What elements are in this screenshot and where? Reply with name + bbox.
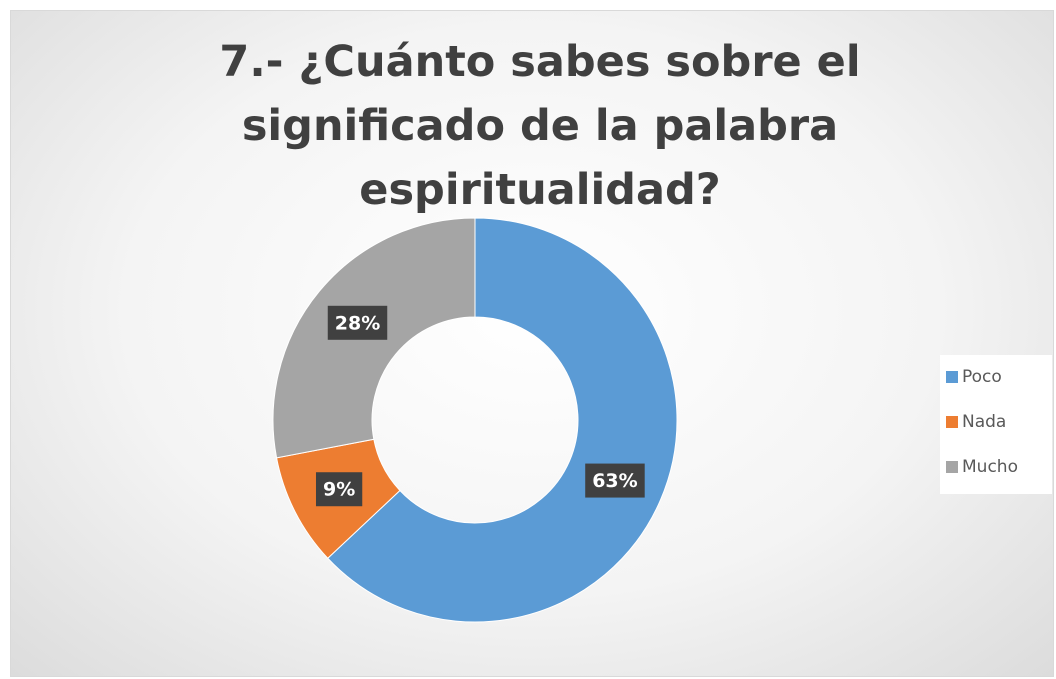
data-label-box [315, 472, 363, 507]
legend-label: Nada [962, 412, 1006, 432]
legend-label: Poco [962, 367, 1002, 387]
data-label: 28% [327, 305, 388, 340]
legend-label: Mucho [962, 457, 1018, 477]
data-label-text: 9% [323, 479, 355, 501]
data-label: 9% [315, 472, 363, 507]
legend-swatch [946, 461, 958, 473]
legend-swatch [946, 371, 958, 383]
data-label-box [327, 305, 388, 340]
legend-swatch [946, 416, 958, 428]
data-label-text: 63% [592, 470, 637, 492]
data-label: 63% [585, 463, 645, 498]
legend-box [940, 355, 1052, 494]
data-label-text: 28% [335, 312, 380, 334]
donut-slice [327, 217, 678, 623]
chart-title: 7.- ¿Cuánto sabes sobre el significado d… [219, 37, 861, 215]
data-label-box [585, 463, 645, 498]
